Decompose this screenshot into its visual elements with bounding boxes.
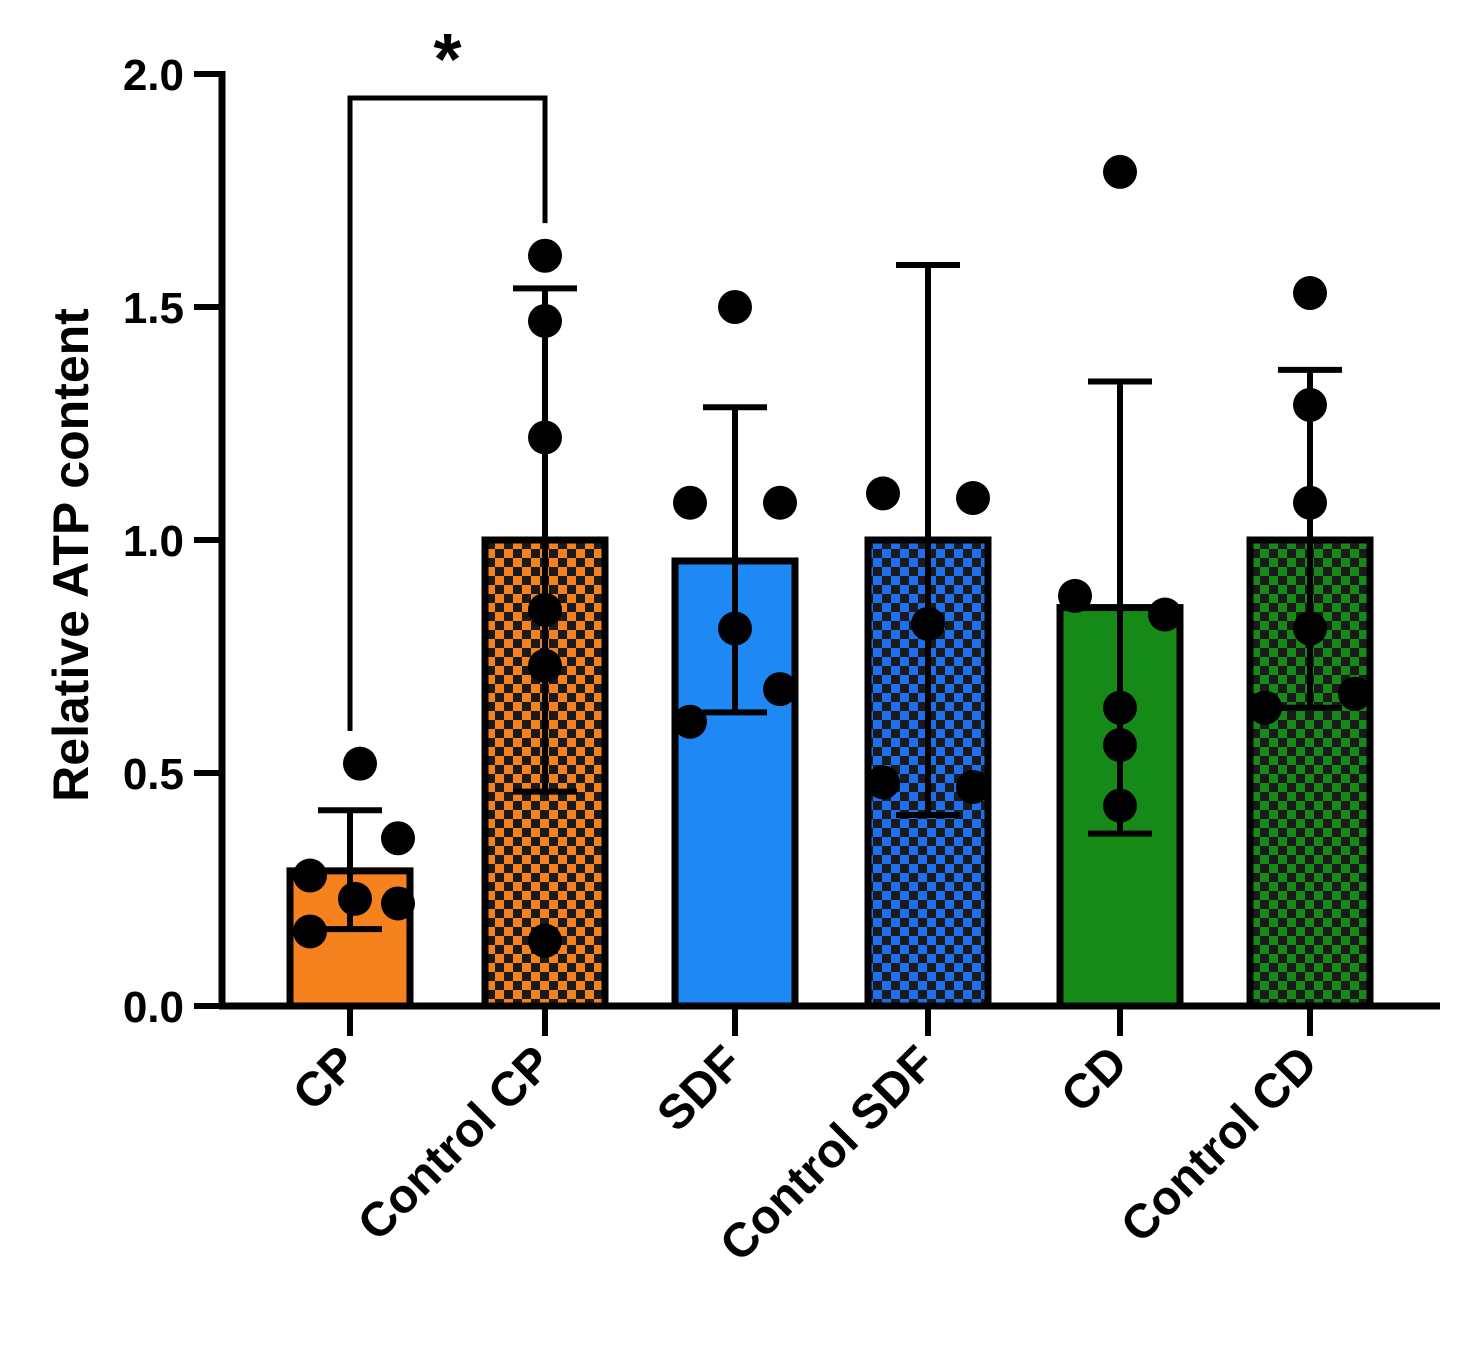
y-tick-label: 1.0 <box>123 517 184 566</box>
y-tick-label: 2.0 <box>123 51 184 100</box>
data-point-control-cp <box>528 238 562 273</box>
y-axis-label: Relative ATP content <box>43 308 99 802</box>
data-point-cp <box>293 914 327 949</box>
data-point-sdf <box>763 485 797 520</box>
data-point-control-cd <box>1338 676 1372 711</box>
error-bar-sdf <box>703 404 767 716</box>
data-point-sdf <box>673 704 707 739</box>
data-point-control-cd <box>1293 485 1327 520</box>
y-tick-label: 1.5 <box>123 284 184 333</box>
data-point-control-cp <box>528 923 562 958</box>
data-point-cd <box>1103 728 1137 763</box>
data-point-sdf <box>718 290 752 324</box>
data-point-sdf <box>718 611 752 646</box>
data-point-control-cd <box>1293 611 1327 646</box>
annotation-layer: * <box>347 20 548 732</box>
data-point-control-cp <box>528 303 562 338</box>
error-bar-control-cd <box>1278 366 1342 711</box>
error-bar-control-cp <box>513 285 577 795</box>
data-point-cd <box>1058 578 1092 613</box>
significance-bracket: * <box>347 20 548 732</box>
data-point-cp <box>343 746 377 781</box>
data-point-cp <box>381 821 415 856</box>
data-point-control-cd <box>1293 276 1327 311</box>
y-tick-label: 0.5 <box>123 750 184 799</box>
x-tick-label-cd: CD <box>1051 1036 1137 1122</box>
data-point-cd <box>1103 154 1137 189</box>
data-point-cd <box>1103 788 1137 823</box>
data-point-control-cd <box>1293 387 1327 422</box>
x-tick-label-control-cd: Control CD <box>1111 1036 1328 1253</box>
error-bars-layer <box>318 262 1342 933</box>
data-point-sdf <box>763 672 797 707</box>
data-point-control-cp <box>528 592 562 627</box>
y-tick-label: 0.0 <box>123 983 184 1032</box>
data-point-control-sdf <box>866 476 900 511</box>
data-point-control-cp <box>528 648 562 683</box>
data-point-cd <box>1103 690 1137 725</box>
data-point-cp <box>381 886 415 921</box>
data-point-control-sdf <box>911 606 945 641</box>
points-layer <box>293 154 1372 958</box>
data-point-cp <box>338 881 372 916</box>
data-point-control-cp <box>528 420 562 455</box>
significance-star: * <box>433 20 461 100</box>
data-point-sdf <box>673 485 707 520</box>
data-point-control-cd <box>1248 690 1282 725</box>
data-point-control-sdf <box>956 769 990 804</box>
x-tick-label-sdf: SDF <box>647 1036 752 1141</box>
data-point-control-sdf <box>956 481 990 516</box>
x-tick-label-control-cp: Control CP <box>348 1036 563 1251</box>
error-bar-control-sdf <box>896 262 960 818</box>
x-tick-label-cp: CP <box>283 1036 368 1121</box>
bars-layer <box>286 536 1374 1010</box>
data-point-control-sdf <box>866 765 900 800</box>
data-point-cd <box>1148 597 1182 632</box>
data-point-cp <box>293 858 327 893</box>
